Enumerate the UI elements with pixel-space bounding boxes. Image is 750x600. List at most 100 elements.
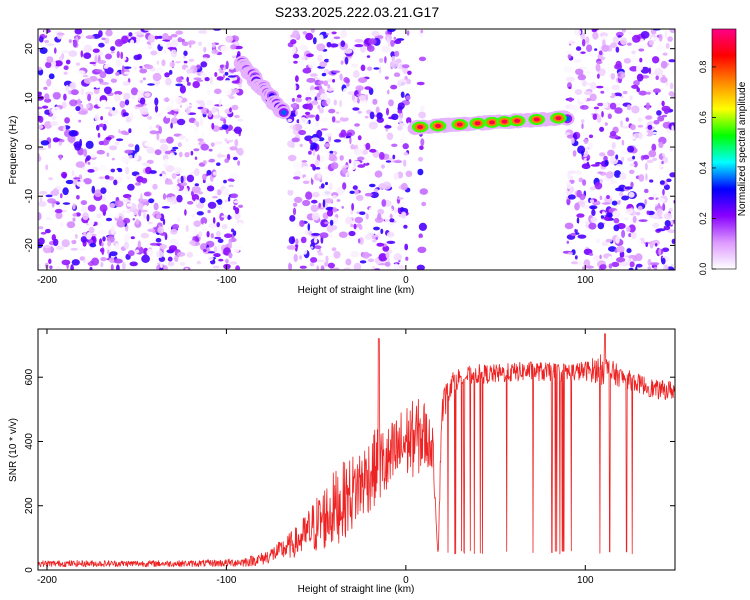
heatmap-noise-cell bbox=[405, 95, 411, 101]
heatmap-noise-cell bbox=[320, 147, 326, 152]
heatmap-noise-cell bbox=[590, 164, 600, 167]
heatmap-noise-cell bbox=[38, 124, 44, 129]
heatmap-noise-cell bbox=[158, 126, 162, 134]
heatmap-noise-cell bbox=[188, 236, 193, 239]
heatmap-noise-cell bbox=[605, 171, 614, 179]
heatmap-noise-cell bbox=[596, 115, 602, 123]
heatmap-noise-cell bbox=[331, 31, 337, 35]
heatmap-noise-cell bbox=[595, 162, 602, 165]
heatmap-noise-cell bbox=[157, 226, 165, 234]
heatmap-noise-cell bbox=[322, 190, 331, 197]
heatmap-noise-cell bbox=[621, 156, 625, 162]
heatmap-noise-cell bbox=[291, 97, 295, 102]
heatmap-noise-cell bbox=[632, 215, 637, 224]
heatmap-noise-cell bbox=[293, 60, 298, 64]
heatmap-noise-cell bbox=[607, 113, 612, 120]
heatmap-noise-cell bbox=[75, 105, 81, 112]
heatmap-noise-cell bbox=[403, 136, 408, 143]
heatmap-noise-cell bbox=[163, 49, 167, 54]
heatmap-noise-cell bbox=[318, 137, 325, 142]
heatmap-noise-cell bbox=[55, 212, 63, 220]
heatmap-noise-cell bbox=[668, 207, 673, 212]
heatmap-noise-cell bbox=[217, 238, 224, 243]
heatmap-noise-cell bbox=[74, 29, 83, 35]
heatmap-noise-cell bbox=[390, 51, 396, 58]
heatmap-noise-cell bbox=[319, 61, 328, 68]
heatmap-noise-cell bbox=[38, 36, 44, 43]
heatmap-noise-cell bbox=[315, 167, 321, 170]
heatmap-peak-marker bbox=[456, 122, 463, 127]
heatmap-noise-cell bbox=[126, 176, 131, 180]
heatmap-noise-cell bbox=[65, 59, 71, 65]
heatmap-noise-cell bbox=[236, 219, 244, 224]
heatmap-noise-cell bbox=[601, 111, 604, 118]
heatmap-noise-cell bbox=[563, 65, 572, 73]
heatmap-noise-cell bbox=[38, 153, 41, 162]
heatmap-noise-cell bbox=[581, 80, 587, 87]
heatmap-noise-cell bbox=[137, 240, 141, 249]
heatmap-noise-cell bbox=[597, 102, 604, 107]
heatmap-noise-cell bbox=[295, 110, 298, 116]
heatmap-noise-cell bbox=[235, 265, 240, 270]
heatmap-noise-cell bbox=[371, 265, 376, 270]
heatmap-noise-cell bbox=[95, 69, 103, 73]
heatmap-noise-cell bbox=[585, 265, 594, 269]
heatmap-noise-cell bbox=[51, 178, 59, 187]
heatmap-noise-cell bbox=[564, 222, 574, 230]
heatmap-noise-cell bbox=[149, 125, 153, 130]
heatmap-noise-cell bbox=[38, 237, 45, 245]
heatmap-noise-cell bbox=[346, 82, 350, 87]
heatmap-noise-cell bbox=[131, 95, 136, 100]
heatmap-noise-cell bbox=[175, 83, 184, 87]
heatmap-noise-cell bbox=[221, 124, 229, 130]
heatmap-noise-cell bbox=[621, 126, 631, 129]
heatmap-noise-cell bbox=[105, 217, 113, 222]
heatmap-noise-cell bbox=[147, 44, 153, 50]
heatmap-noise-cell bbox=[398, 265, 405, 269]
heatmap-noise-cell bbox=[179, 151, 183, 158]
heatmap-noise-cell bbox=[115, 59, 122, 67]
heatmap-noise-cell bbox=[51, 106, 61, 115]
heatmap-noise-cell bbox=[630, 124, 636, 131]
heatmap-noise-cell bbox=[221, 215, 229, 218]
heatmap-noise-cell bbox=[229, 146, 238, 151]
heatmap-noise-cell bbox=[381, 45, 391, 53]
heatmap-noise-cell bbox=[139, 209, 148, 213]
heatmap-noise-cell bbox=[198, 30, 208, 34]
heatmap-noise-cell bbox=[225, 258, 229, 264]
heatmap-noise-cell bbox=[354, 123, 360, 127]
heatmap-noise-cell bbox=[398, 69, 403, 74]
heatmap-noise-cell bbox=[222, 202, 225, 207]
heatmap-noise-cell bbox=[96, 149, 106, 155]
heatmap-noise-cell bbox=[344, 56, 349, 65]
heatmap-noise-cell bbox=[233, 200, 241, 204]
heatmap-noise-cell bbox=[648, 230, 653, 239]
heatmap-noise-cell bbox=[306, 53, 314, 58]
heatmap-noise-cell bbox=[349, 136, 352, 145]
heatmap-noise-cell bbox=[87, 162, 91, 165]
heatmap-noise-cell bbox=[63, 65, 69, 70]
heatmap-noise-cell bbox=[328, 182, 333, 191]
heatmap-noise-cell bbox=[368, 206, 377, 212]
y-tick-label: -10 bbox=[24, 189, 35, 204]
heatmap-noise-cell bbox=[331, 225, 338, 231]
heatmap-noise-cell bbox=[334, 120, 341, 124]
heatmap-noise-cell bbox=[614, 107, 623, 114]
heatmap-noise-cell bbox=[377, 213, 382, 221]
heatmap-noise-cell bbox=[125, 116, 132, 123]
heatmap-noise-cell bbox=[653, 266, 658, 270]
heatmap-noise-cell bbox=[296, 104, 300, 110]
heatmap-noise-cell bbox=[668, 91, 675, 97]
heatmap-noise-cell bbox=[71, 239, 77, 245]
heatmap-noise-cell bbox=[193, 220, 201, 227]
heatmap-noise-cell bbox=[325, 143, 331, 147]
heatmap-noise-cell bbox=[315, 259, 325, 263]
heatmap-noise-cell bbox=[302, 199, 311, 207]
heatmap-frame bbox=[37, 28, 676, 271]
heatmap-noise-cell bbox=[632, 34, 641, 43]
heatmap-noise-cell bbox=[66, 221, 76, 229]
heatmap-noise-cell bbox=[350, 223, 354, 228]
heatmap-noise-cell bbox=[101, 197, 106, 202]
heatmap-noise-cell bbox=[175, 61, 181, 64]
heatmap-noise-cell bbox=[229, 172, 238, 181]
